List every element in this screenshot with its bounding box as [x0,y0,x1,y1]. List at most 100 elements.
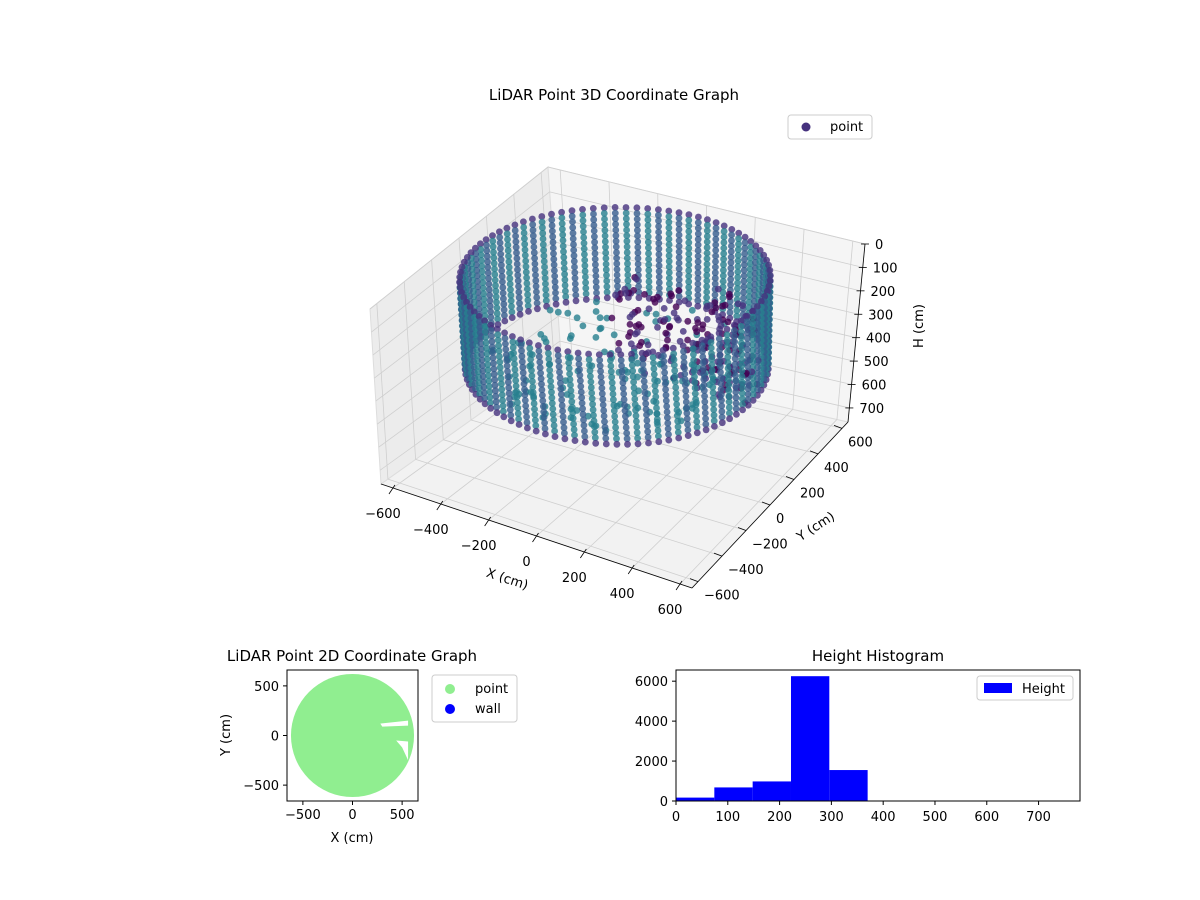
point-3d [541,263,548,271]
point-3d [579,322,587,330]
point-3d [714,285,722,293]
point-3d [558,214,566,222]
point-3d [550,261,558,269]
point-3d [539,397,547,405]
point-3d [575,360,583,368]
point-3d [765,282,773,290]
point-3d [761,293,769,300]
point-3d [626,329,634,336]
point-3d [685,244,693,252]
point-3d [662,397,670,405]
point-3d [665,263,673,271]
point-3d [691,390,699,397]
point-3d [675,259,683,267]
point-3d [499,402,507,410]
point-3d [660,363,668,371]
point-3d [628,361,636,369]
point-3d [582,279,589,286]
point-3d [653,415,661,423]
point-3d [591,250,599,257]
point-3d [711,291,719,299]
point-3d [611,209,619,217]
point-3d [592,283,600,291]
point-3d [509,338,517,346]
point-3d [665,218,673,226]
point-3d [549,233,557,241]
point-3d [617,351,625,358]
point-3d [511,360,518,368]
point-3d [717,322,725,330]
point-3d [532,277,540,285]
point-3d [672,395,680,403]
point-3d [718,413,726,421]
point-3d [591,233,598,241]
y-tick-label: 2000 [635,755,668,770]
point-3d [675,220,683,228]
point-3d [481,306,488,314]
point-3d [655,279,663,286]
point-3d [707,339,715,346]
z-tick-label: 600 [862,379,887,394]
point-3d [617,290,625,298]
point-3d [485,275,492,282]
point-3d [481,389,488,397]
point-3d [566,335,574,342]
point-3d [611,418,619,426]
point-3d [590,412,597,419]
point-3d [522,408,530,415]
point-3d [701,398,709,406]
point-3d [738,373,746,380]
point-3d [564,309,572,317]
point-3d [644,216,652,224]
point-3d [702,415,709,422]
point-3d [749,313,756,321]
point-3d [731,360,739,368]
x-tick-label: 200 [562,571,587,586]
point-3d [602,249,610,257]
point-3d [694,241,702,249]
point-3d [690,351,697,358]
point-3d [732,372,739,379]
point-3d [712,258,719,265]
point-3d [582,273,589,281]
point-3d [684,317,692,325]
point-3d [615,339,623,347]
point-3d [708,361,716,369]
point-3d [717,391,725,399]
point-3d [623,226,630,234]
point-3d [675,434,683,442]
point-3d [738,367,746,375]
point-3d [570,426,578,433]
point-3d [634,226,641,234]
point-3d [472,244,479,252]
point-3d [546,366,554,374]
point-3d [681,370,689,378]
point-3d [532,282,540,290]
point-3d [492,282,499,290]
point-3d [612,424,619,431]
point-3d [728,231,735,239]
point-3d [600,407,608,414]
y-tick [809,450,819,455]
point-3d [494,315,501,323]
point-3d [561,270,568,278]
point-3d [502,351,510,359]
point-3d [690,362,698,369]
point-3d [498,267,506,275]
point-3d [554,352,562,359]
point-3d [598,379,605,386]
point-3d [694,224,702,232]
point-3d [485,280,493,288]
point-3d [699,347,706,355]
point-3d [539,403,547,410]
point-3d [508,303,515,310]
point-3d [601,215,608,223]
y-tick [785,476,795,480]
chart-2d-xlabel: X (cm) [331,831,374,846]
point-3d [665,269,673,276]
point-3d [570,252,578,260]
point-3d [613,271,621,279]
point-3d [521,397,529,404]
point-3d [589,406,597,414]
y-tick-label: −500 [243,779,279,794]
